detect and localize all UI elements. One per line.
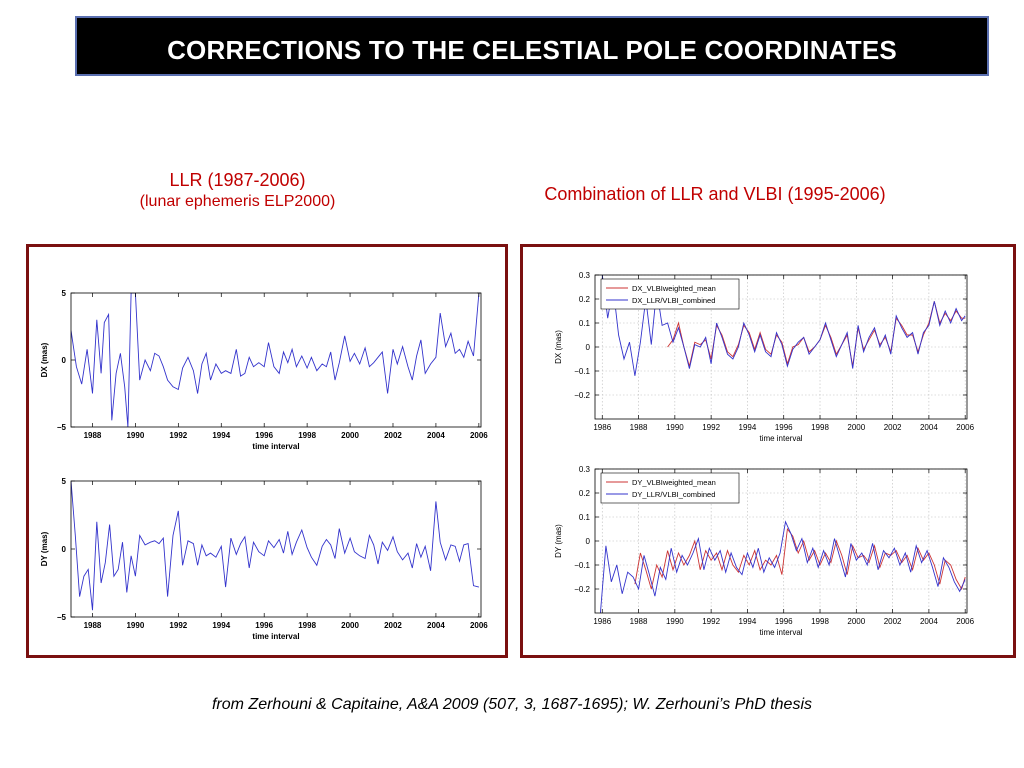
x-tick-label: 2006 [470, 621, 488, 630]
x-tick-label: 1988 [630, 423, 648, 432]
llr-dx-chart: 1988 1990 1992 1994 1996 1998 2000 2002 2004 2006… [40, 289, 488, 451]
y-tick-label: −5 [57, 423, 67, 432]
x-tick-label: 1994 [212, 621, 230, 630]
x-tick-label: 1992 [169, 621, 187, 630]
y-tick-label: 5 [62, 289, 67, 298]
y-tick-label: 0 [586, 537, 591, 546]
y-tick-label: 5 [62, 477, 67, 486]
series-line-dy-llr-vlbi-combined [599, 520, 966, 613]
x-tick-label: 2004 [427, 431, 445, 440]
x-tick-label: 1986 [593, 617, 611, 626]
x-tick-label: 1998 [298, 431, 316, 440]
x-tick-label: 1994 [739, 617, 757, 626]
y-tick-label: 0.2 [579, 489, 591, 498]
x-tick-label: 2002 [884, 423, 902, 432]
x-tick-label: 2000 [341, 621, 359, 630]
x-tick-label: 1996 [775, 423, 793, 432]
x-tick-label: 1988 [630, 617, 648, 626]
legend-box [600, 472, 740, 504]
legend-label: DX_LLR/VLBI_combined [632, 296, 715, 305]
x-tick-label: 1992 [702, 423, 720, 432]
y-axis-label: DX (mas) [40, 342, 49, 377]
x-tick-label: 1994 [739, 423, 757, 432]
llr-caption: LLR (1987-2006) (lunar ephemeris ELP2000… [100, 170, 375, 211]
x-tick-label: 1990 [666, 617, 684, 626]
x-tick-label: 2004 [427, 621, 445, 630]
x-tick-label: 1988 [84, 431, 102, 440]
combination-caption: Combination of LLR and VLBI (1995-2006) [544, 184, 886, 204]
x-axis-label: time interval [252, 632, 299, 641]
x-tick-label: 1996 [775, 617, 793, 626]
x-tick-label: 2002 [884, 617, 902, 626]
x-tick-label: 1998 [811, 617, 829, 626]
y-tick-label: −0.2 [574, 391, 590, 400]
x-tick-label: 1990 [126, 431, 144, 440]
y-axis-label: DX (mas) [554, 330, 563, 364]
combined-dy-chart: 1986 1988 1990 1992 1994 1996 1998 2000 2002 2004… [554, 465, 975, 637]
y-tick-label: −0.1 [574, 561, 590, 570]
x-tick-label: 2006 [956, 423, 974, 432]
x-tick-label: 1998 [811, 423, 829, 432]
x-tick-label: 1996 [255, 431, 273, 440]
x-tick-label: 2004 [920, 423, 938, 432]
x-tick-label: 2002 [384, 621, 402, 630]
x-tick-label: 2006 [470, 431, 488, 440]
x-tick-label: 2006 [956, 617, 974, 626]
x-tick-label: 2000 [341, 431, 359, 440]
legend-label: DY_LLR/VLBI_combined [632, 490, 715, 499]
series-line-series-0 [71, 481, 480, 611]
x-tick-label: 1994 [212, 431, 230, 440]
y-tick-label: −0.1 [574, 367, 590, 376]
y-tick-label: −5 [57, 613, 67, 622]
x-axis-label: time interval [759, 434, 802, 443]
llr-caption-line1: LLR (1987-2006) [169, 170, 306, 190]
y-tick-label: 0.3 [579, 271, 591, 280]
x-axis-label: time interval [759, 628, 802, 637]
x-tick-label: 1996 [255, 621, 273, 630]
y-axis-label: DY (mas) [40, 531, 49, 566]
y-tick-label: 0.1 [579, 319, 591, 328]
page-title: CORRECTIONS TO THE CELESTIAL POLE COORDI… [167, 35, 897, 65]
x-tick-label: 1992 [169, 431, 187, 440]
llr-caption-line2: (lunar ephemeris ELP2000) [139, 193, 336, 210]
plot-area [71, 293, 481, 427]
combined-chart-frame: 1986 1988 1990 1992 1994 1996 1998 2000 2002 2004… [520, 244, 1016, 658]
x-tick-label: 2000 [847, 423, 865, 432]
y-tick-label: 0 [586, 343, 591, 352]
x-tick-label: 1990 [126, 621, 144, 630]
y-axis-label: DY (mas) [554, 524, 563, 558]
series-line-dx-llr-vlbi-combined [601, 275, 966, 376]
y-tick-label: 0 [62, 356, 67, 365]
llr-dy-chart: 1988 1990 1992 1994 1996 1998 2000 2002 2004 2006… [40, 477, 488, 641]
y-tick-label: 0.3 [579, 465, 591, 474]
legend-box [600, 278, 740, 310]
x-tick-label: 2002 [384, 431, 402, 440]
y-tick-label: −0.2 [574, 585, 590, 594]
x-axis-label: time interval [252, 442, 299, 451]
legend-label: DY_VLBIweighted_mean [632, 478, 716, 487]
llr-chart-frame: 1988 1990 1992 1994 1996 1998 2000 2002 2004 2006… [26, 244, 508, 658]
x-tick-label: 1990 [666, 423, 684, 432]
x-tick-label: 1998 [298, 621, 316, 630]
x-tick-label: 2004 [920, 617, 938, 626]
x-tick-label: 1992 [702, 617, 720, 626]
combined-dx-chart: 1986 1988 1990 1992 1994 1996 1998 2000 2002 2004… [554, 271, 975, 443]
legend-label: DX_VLBIweighted_mean [632, 284, 716, 293]
source-citation: from Zerhouni & Capitaine, A&A 2009 (507… [211, 696, 813, 713]
y-tick-label: 0 [62, 545, 67, 554]
x-tick-label: 1988 [84, 621, 102, 630]
y-tick-label: 0.1 [579, 513, 591, 522]
plot-area [71, 481, 481, 617]
x-tick-label: 2000 [847, 617, 865, 626]
y-tick-label: 0.2 [579, 295, 591, 304]
series-line-series-0 [71, 293, 480, 427]
title-banner: CORRECTIONS TO THE CELESTIAL POLE COORDI… [75, 16, 989, 76]
x-tick-label: 1986 [593, 423, 611, 432]
